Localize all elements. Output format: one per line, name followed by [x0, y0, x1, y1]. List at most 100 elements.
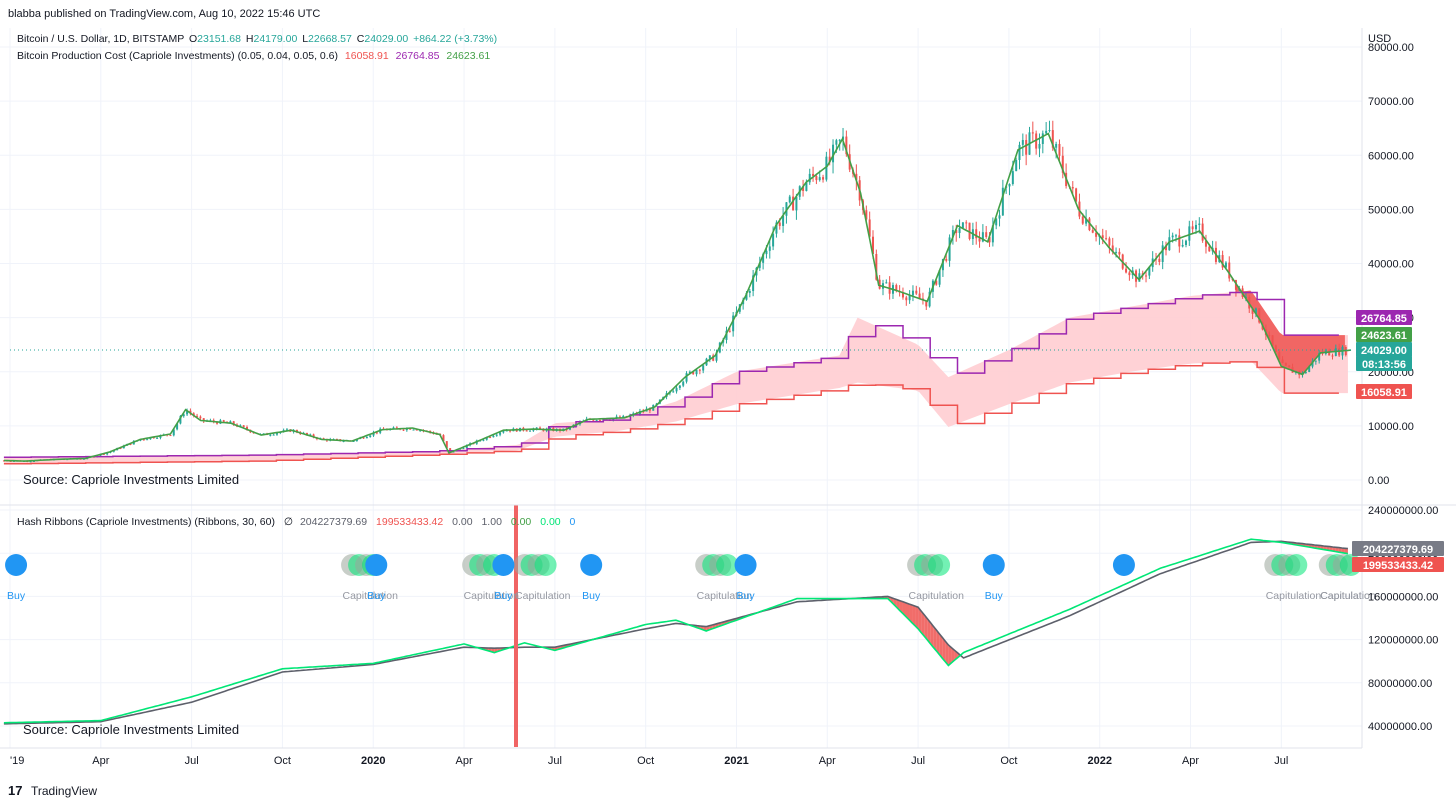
ribbon-capitulation-fill: [939, 633, 943, 659]
lower-price-tag-bg: [1352, 557, 1444, 572]
candle-body: [1085, 218, 1088, 224]
candle-body: [375, 432, 378, 434]
indicator-legend[interactable]: Bitcoin Production Cost (Capriole Invest…: [17, 50, 490, 62]
candle-body: [1115, 251, 1118, 253]
candle-body: [1258, 308, 1261, 323]
candle-body: [242, 425, 245, 427]
x-tick-12: 2022: [1087, 755, 1111, 767]
candle-body: [362, 437, 365, 439]
candle-body: [822, 177, 825, 180]
price-tag-bg: [1356, 356, 1412, 371]
candle-body: [529, 430, 532, 432]
hash-fast-ma-line: [3, 538, 1349, 724]
candle-body: [1125, 268, 1128, 273]
candle-body: [1271, 335, 1274, 346]
candle-body: [525, 430, 528, 432]
tradingview-brand[interactable]: 17 TradingView: [8, 783, 97, 798]
candle-body: [1191, 226, 1194, 230]
candle-body: [122, 445, 125, 449]
candle-body: [1108, 238, 1111, 246]
x-tick-10: Jul: [911, 755, 925, 767]
low-value: 22668.57: [308, 33, 352, 45]
x-tick-11: Oct: [1000, 755, 1017, 767]
time-axis[interactable]: '19 Apr Jul Oct 2020 Apr Jul Oct 2021 Apr Jul Oct 20…: [10, 755, 1288, 767]
candle-body: [1281, 359, 1284, 364]
main-legend[interactable]: Bitcoin / U.S. Dollar, 1D, BITSTAMP O231…: [17, 33, 497, 45]
candle-body: [818, 177, 821, 181]
y-tick-main-4: 40000.00: [1368, 259, 1414, 271]
candle-body: [452, 451, 455, 453]
candle-body: [535, 427, 538, 429]
ribbon-capitulation-fill: [921, 610, 925, 637]
ribbon-capitulation-fill: [924, 614, 928, 640]
candle-body: [612, 418, 615, 421]
candle-body: [1021, 140, 1024, 145]
candle-body: [1188, 226, 1191, 241]
candle-body: [1048, 130, 1051, 132]
candle-body: [1118, 251, 1121, 255]
candle-body: [865, 210, 868, 220]
candle-body: [1308, 366, 1311, 372]
candle-body: [449, 448, 452, 452]
hash-ribbons-legend[interactable]: Hash Ribbons (Capriole Investments) (Rib…: [17, 516, 576, 528]
candle-body: [675, 387, 678, 392]
main-grid: [0, 28, 1362, 505]
candle-body: [285, 429, 288, 431]
candle-body: [745, 292, 748, 300]
candle-body: [868, 219, 871, 237]
candle-body: [1321, 352, 1324, 354]
candle-body: [372, 432, 375, 436]
candle-body: [775, 222, 778, 234]
y-tick-main-1: 10000.00: [1368, 421, 1414, 433]
candle-body: [196, 415, 199, 417]
candle-body: [176, 423, 179, 430]
buy-signal-circle: [1112, 554, 1135, 576]
candle-body: [1221, 255, 1224, 268]
ribbon-capitulation-fill: [951, 647, 955, 663]
high-value: 24179.00: [253, 33, 297, 45]
candle-body: [981, 232, 984, 242]
candle-body: [925, 300, 928, 307]
candle-body: [445, 441, 448, 449]
candle-body: [82, 458, 85, 460]
candle-body: [485, 437, 488, 440]
candle-body: [1304, 371, 1307, 373]
candle-body: [911, 290, 914, 296]
candle-body: [305, 432, 308, 435]
lower-price-tag-bg: [1352, 541, 1444, 556]
cost-above-price-fill: [1235, 283, 1345, 374]
price-tag-text: 16058.91: [1361, 387, 1407, 399]
buy-signal-circle: [5, 554, 28, 576]
price-tag-bg: [1356, 310, 1412, 325]
x-tick-8: 2021: [724, 755, 748, 767]
candle-body: [1058, 143, 1061, 156]
capitulation-label: Capitulation: [515, 590, 571, 602]
candle-body: [595, 420, 598, 422]
candle-body: [961, 222, 964, 229]
price-tag-text: 24623.61: [1361, 330, 1407, 342]
lower-price-axis[interactable]: 40000000.00 80000000.00 120000000.00 160000…: [1368, 505, 1438, 733]
low-label: L: [302, 33, 308, 45]
ribbon-capitulation-fill: [930, 622, 934, 648]
main-price-axis[interactable]: 0.0010000.0020000.0030000.0040000.005000…: [1368, 42, 1414, 487]
candle-body: [835, 140, 838, 145]
candle-body: [229, 421, 232, 423]
x-tick-2: Jul: [185, 755, 199, 767]
candle-body: [908, 295, 911, 301]
candle-body: [1045, 130, 1048, 134]
candle-body: [955, 230, 958, 234]
candle-body: [202, 418, 205, 421]
candle-body: [222, 420, 225, 422]
candle-body: [878, 279, 881, 289]
capitulation-circle: [928, 554, 951, 576]
candle-body: [748, 291, 751, 293]
candle-body: [1008, 184, 1011, 187]
candle-body: [728, 330, 731, 332]
candle-body: [1145, 275, 1148, 277]
candle-body: [1331, 355, 1334, 357]
candle-body: [102, 453, 105, 455]
x-tick-0: '19: [10, 755, 24, 767]
candle-body: [1194, 224, 1197, 230]
